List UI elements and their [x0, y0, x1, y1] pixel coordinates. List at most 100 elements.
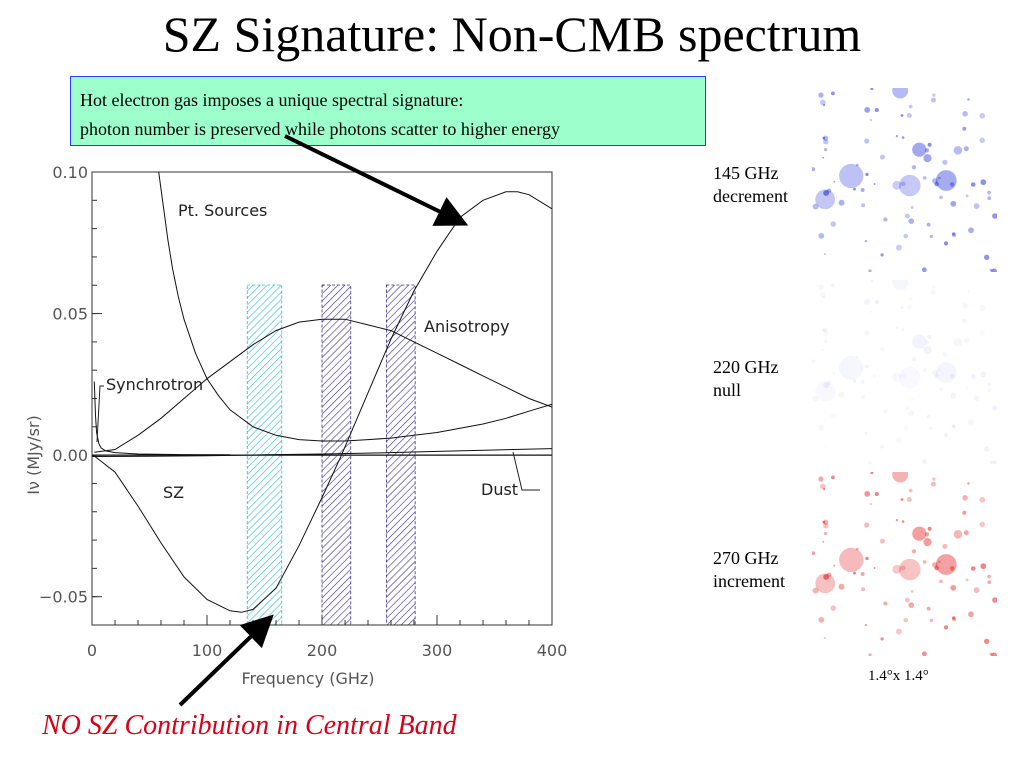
map-source: [927, 526, 932, 531]
map-source: [853, 571, 856, 575]
map-source: [989, 460, 993, 464]
map-source: [962, 111, 968, 117]
map-source: [911, 165, 917, 170]
map-source: [898, 174, 921, 197]
map-source: [901, 328, 905, 331]
map-source: [967, 482, 970, 485]
map-source: [823, 382, 829, 388]
map-source: [883, 409, 888, 414]
map-source: [892, 88, 909, 99]
map-source: [823, 327, 829, 333]
map-source: [952, 617, 956, 622]
map-source: [965, 194, 969, 198]
map-source: [922, 560, 927, 564]
series-dust: [92, 448, 552, 457]
map-source: [824, 340, 828, 344]
map-source: [908, 410, 914, 416]
map-background: [812, 280, 997, 464]
map-source: [812, 587, 819, 594]
map-source: [908, 296, 913, 301]
map-source: [860, 188, 865, 192]
map-source: [869, 118, 872, 122]
map-source: [987, 196, 991, 200]
map-source: [818, 616, 825, 623]
map-source: [818, 424, 825, 431]
map-source: [970, 566, 976, 571]
map-source: [923, 154, 932, 163]
map-source: [898, 366, 921, 389]
map-source: [822, 328, 826, 332]
map-background: [812, 88, 997, 272]
map-source: [992, 597, 997, 603]
map-source: [824, 148, 828, 152]
map-source: [883, 601, 888, 606]
map-source: [927, 334, 932, 339]
map-source: [856, 547, 859, 551]
map-source: [979, 329, 985, 335]
map-source: [874, 300, 879, 304]
map-source: [991, 268, 997, 272]
map-source: [824, 637, 826, 639]
map-source: [922, 176, 927, 180]
map-source: [824, 532, 828, 536]
map-source: [962, 495, 968, 501]
map-source: [822, 136, 826, 140]
map-source: [923, 346, 932, 355]
map-source: [937, 368, 941, 372]
map-source: [942, 351, 948, 357]
map-source: [868, 269, 872, 272]
map-source: [823, 104, 826, 107]
synchrotron-leader: [96, 385, 104, 443]
map-source: [910, 398, 914, 401]
map-source: [943, 433, 949, 438]
map-source: [868, 461, 872, 464]
map-source: [987, 382, 991, 387]
map-source: [926, 414, 931, 419]
map-source: [830, 413, 837, 419]
map-source: [950, 584, 957, 591]
chart-svg: 0 100 200 300 400 −0.05 0.00 0.05 0.10 Pt. Sourc…: [24, 163, 567, 688]
map-source: [912, 142, 927, 157]
map-source: [924, 532, 930, 537]
map-source: [903, 617, 909, 623]
map-source: [926, 222, 931, 227]
map-source: [901, 136, 905, 139]
map-source: [962, 318, 967, 323]
map-source: [935, 362, 957, 383]
map-source: [905, 405, 910, 411]
x-axis-label: Frequency (GHz): [241, 669, 374, 688]
map-source: [906, 305, 912, 310]
map-source: [870, 472, 874, 475]
map-source: [991, 460, 997, 464]
map-source: [953, 146, 963, 155]
map-source: [833, 180, 836, 183]
map-source: [984, 446, 990, 452]
map-source: [934, 565, 939, 571]
map-source: [943, 625, 949, 630]
map-source: [831, 91, 835, 96]
map-source: [818, 476, 824, 482]
map-source: [864, 299, 871, 305]
map-source: [818, 284, 824, 290]
callout-line-1: Hot electron gas imposes a unique spectr…: [80, 90, 464, 110]
map-source: [819, 291, 826, 298]
map-source: [896, 244, 902, 251]
map-source: [822, 156, 825, 159]
map-source: [880, 637, 884, 641]
x-tick-label: 300: [422, 641, 453, 660]
map-source: [815, 189, 836, 210]
map-source: [970, 374, 976, 379]
map-source: [932, 285, 936, 289]
map-source: [900, 373, 906, 379]
map-source: [929, 234, 933, 239]
map-source: [812, 203, 819, 210]
map-source: [910, 590, 914, 593]
series-sz: [92, 191, 552, 613]
y-tick-label: 0.05: [52, 305, 88, 324]
map-source: [992, 405, 997, 411]
map-source: [967, 290, 970, 293]
map-source: [965, 578, 969, 582]
map-source: [949, 566, 955, 571]
map-source: [962, 303, 968, 309]
map-source: [905, 597, 910, 603]
